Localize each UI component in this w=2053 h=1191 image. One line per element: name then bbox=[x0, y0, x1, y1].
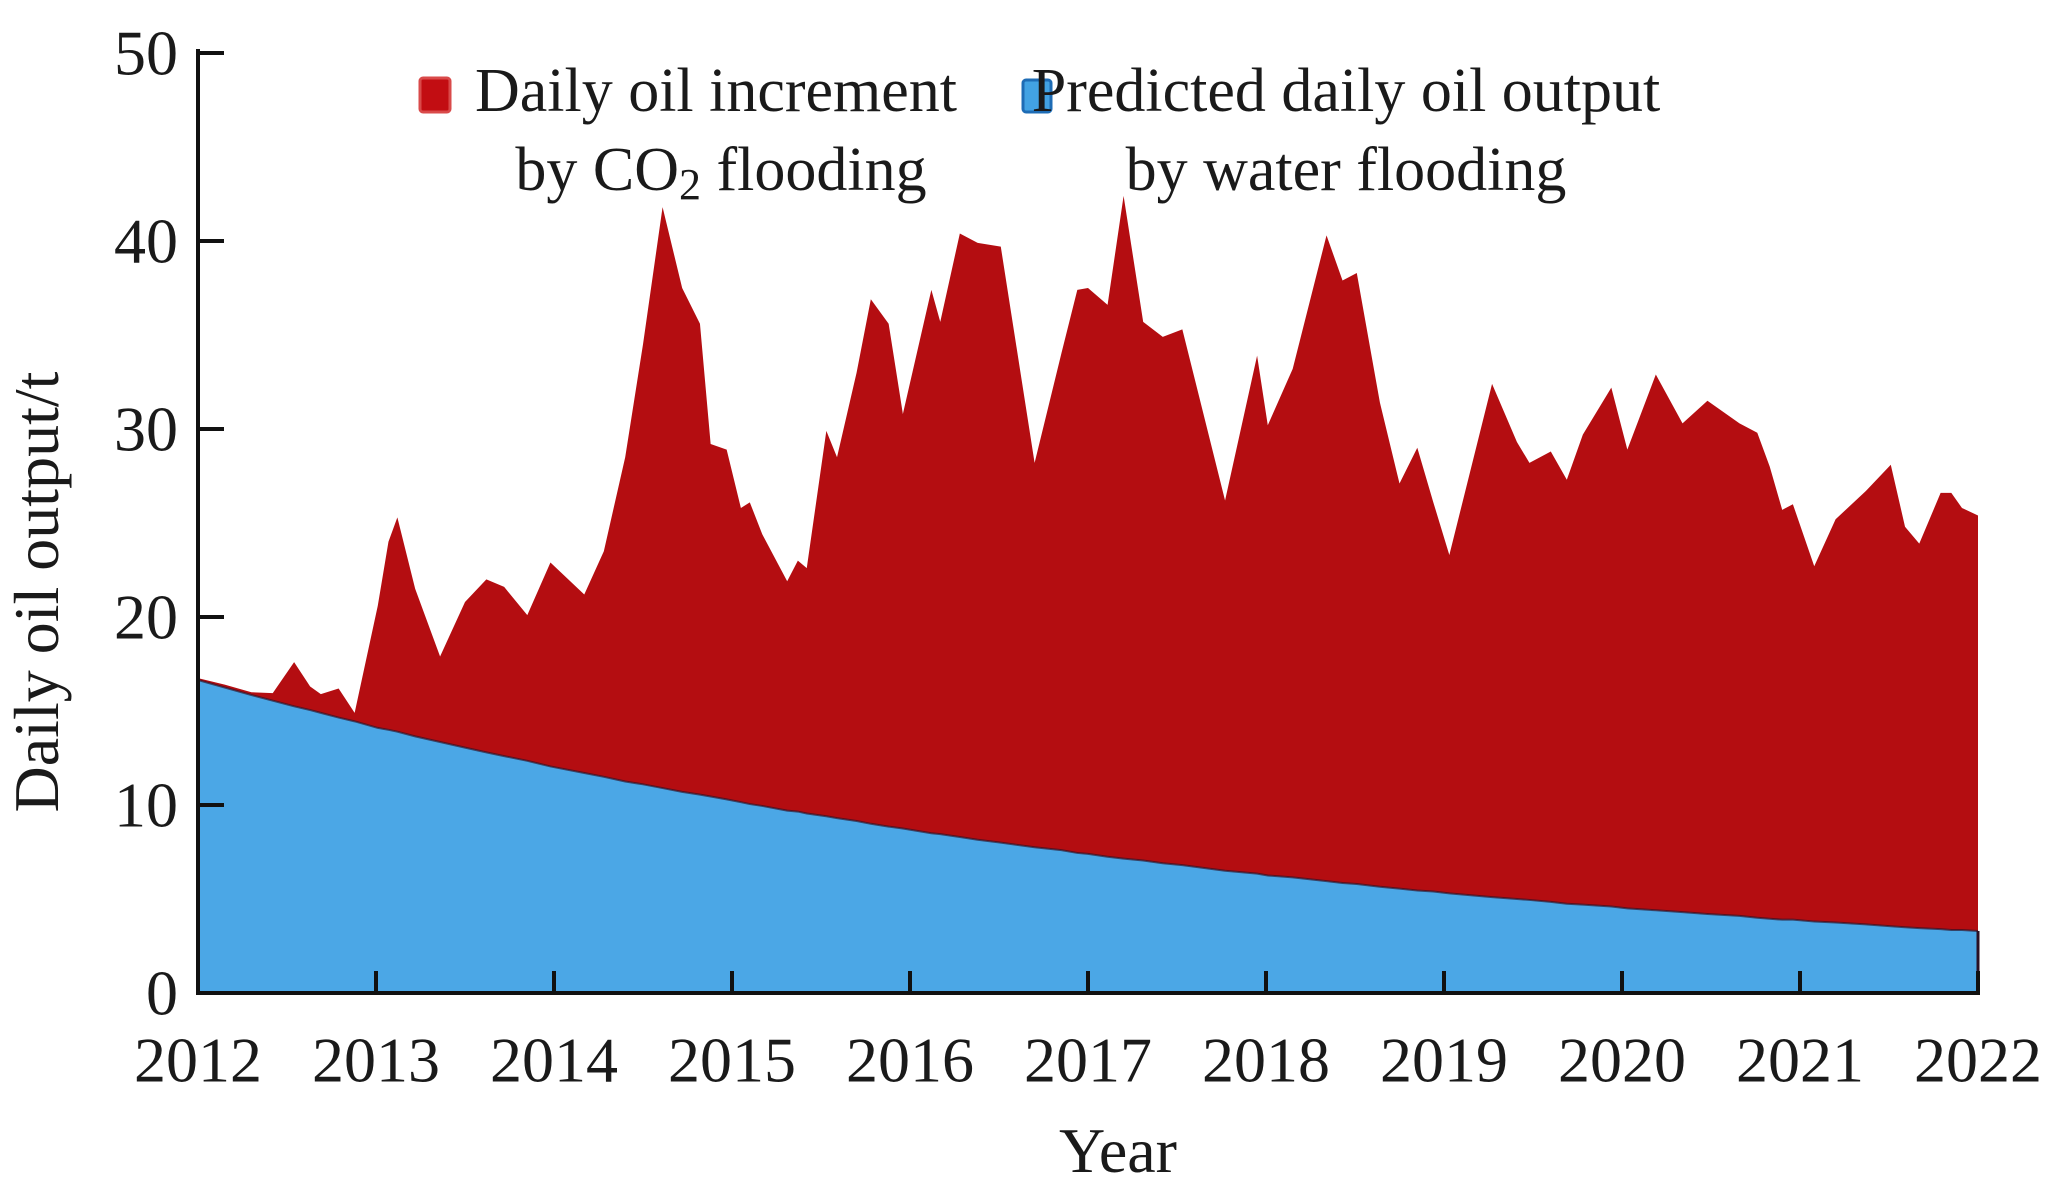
y-axis-tick-labels: 0 10 20 30 40 50 bbox=[114, 18, 178, 1029]
x-tick-label: 2019 bbox=[1380, 1025, 1508, 1096]
co2-legend-swatch-icon bbox=[418, 76, 452, 114]
x-tick-label: 2016 bbox=[846, 1025, 974, 1096]
y-tick-label: 20 bbox=[114, 582, 178, 653]
y-tick-label: 30 bbox=[114, 394, 178, 465]
co2-legend-label-line1: Daily oil increment bbox=[475, 57, 957, 125]
y-tick-label: 50 bbox=[114, 18, 178, 89]
y-tick-label: 40 bbox=[114, 206, 178, 277]
x-tick-label: 2021 bbox=[1736, 1025, 1864, 1096]
y-tick-label: 0 bbox=[146, 958, 178, 1029]
x-tick-label: 2022 bbox=[1914, 1025, 2042, 1096]
legend-item-water-flooding: Predicted daily oil output by water floo… bbox=[1021, 57, 1661, 204]
x-tick-label: 2014 bbox=[490, 1025, 618, 1096]
co2-legend-label-line2: by CO2 flooding bbox=[515, 136, 926, 209]
water-legend-label-line1: Predicted daily oil output bbox=[1032, 57, 1661, 125]
x-axis-ticks bbox=[196, 971, 1980, 993]
water-legend-label-line2: by water flooding bbox=[1126, 136, 1567, 204]
x-tick-label: 2018 bbox=[1202, 1025, 1330, 1096]
water-legend-swatch-icon bbox=[1021, 78, 1053, 114]
x-tick-label: 2020 bbox=[1558, 1025, 1686, 1096]
water-flooding-area-series bbox=[198, 679, 1978, 993]
axes-layer: 0 10 20 30 40 50 2012 2013 2014 2015 2016 2017 2018… bbox=[1, 18, 2042, 1187]
x-axis-title: Year bbox=[1059, 1115, 1177, 1186]
legend-item-co2-increment: Daily oil increment by CO2 flooding bbox=[418, 57, 957, 209]
x-tick-label: 2012 bbox=[134, 1025, 262, 1096]
chart-legend: Daily oil increment by CO2 flooding Pred… bbox=[418, 57, 1661, 209]
series-layer bbox=[197, 195, 1980, 993]
x-tick-label: 2013 bbox=[312, 1025, 440, 1096]
y-axis-title: Daily oil output/t bbox=[1, 371, 72, 812]
x-axis-tick-labels: 2012 2013 2014 2015 2016 2017 2018 2019 2020 2021… bbox=[134, 1025, 2042, 1096]
co2-increment-area-series bbox=[198, 195, 1978, 931]
x-tick-label: 2017 bbox=[1024, 1025, 1152, 1096]
y-tick-label: 10 bbox=[114, 770, 178, 841]
series-boundary-line bbox=[197, 679, 1979, 932]
y-axis-ticks bbox=[198, 51, 224, 807]
x-tick-label: 2015 bbox=[668, 1025, 796, 1096]
